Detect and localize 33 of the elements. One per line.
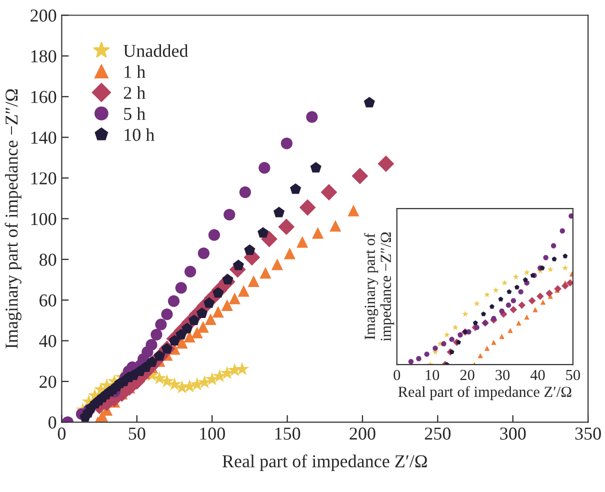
x-tick-label: 50 bbox=[128, 428, 146, 440]
x-tick-label: 200 bbox=[350, 428, 376, 440]
x-tick-label: 300 bbox=[500, 428, 526, 440]
x-tick-label: 0 bbox=[394, 370, 400, 380]
y-tick-label: 0 bbox=[48, 416, 56, 429]
legend-label: Unadded bbox=[123, 44, 188, 57]
x-axis-title: Real part of impedance Z′/Ω bbox=[222, 454, 427, 472]
y-tick-label: 60 bbox=[40, 294, 56, 307]
y-axis-title: Imaginary part of impedance −Z″/Ω bbox=[4, 89, 22, 348]
x-tick-label: 250 bbox=[424, 428, 451, 440]
y-tick-label: 100 bbox=[31, 212, 56, 226]
y-tick-label: 40 bbox=[39, 335, 56, 348]
y-tick-label: 180 bbox=[31, 50, 56, 62]
x-tick-label: 50 bbox=[566, 370, 580, 380]
legend-label: 1 h bbox=[124, 65, 146, 78]
x-axis-title: Real part of impedance Z′/Ω bbox=[398, 386, 572, 400]
y-tick-label: 80 bbox=[39, 254, 56, 266]
y-tick-label: 160 bbox=[31, 90, 56, 104]
y-tick-label: 120 bbox=[31, 172, 56, 184]
x-tick-label: 10 bbox=[426, 370, 440, 380]
legend-label: 5 h bbox=[124, 107, 146, 120]
y-tick-label: 140 bbox=[31, 132, 56, 144]
legend-label: 2 h bbox=[124, 86, 146, 99]
x-tick-label: 100 bbox=[200, 428, 225, 440]
x-tick-label: 350 bbox=[575, 428, 601, 440]
x-tick-label: 0 bbox=[58, 428, 66, 440]
y-tick-label: 200 bbox=[30, 10, 56, 22]
x-tick-label: 40 bbox=[530, 370, 545, 380]
legend-label: 10 h bbox=[124, 128, 154, 141]
y-axis-title: Imaginary part of impedance −Z″/Ω bbox=[364, 232, 394, 342]
x-tick-label: 30 bbox=[496, 370, 510, 380]
x-tick-label: 150 bbox=[275, 428, 300, 440]
x-tick-label: 20 bbox=[460, 370, 474, 380]
